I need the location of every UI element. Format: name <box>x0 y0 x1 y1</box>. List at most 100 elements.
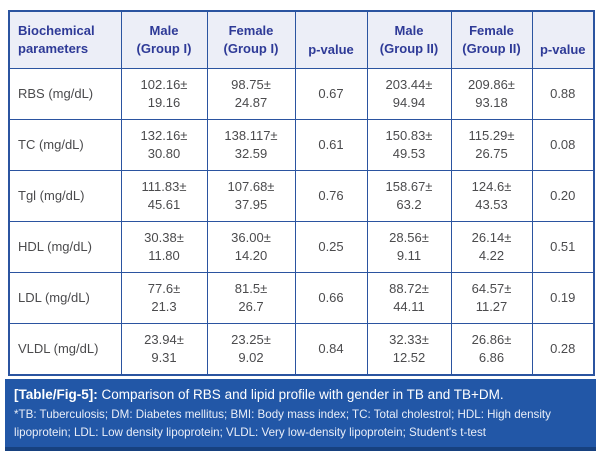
cell-female1: 98.75± 24.87 <box>206 68 296 120</box>
row-label: VLDL (mg/dL) <box>8 323 122 376</box>
mean-value: 111.83± <box>141 178 187 194</box>
cell-pvalue1: 0.61 <box>294 119 368 171</box>
cell-pvalue2: 0.08 <box>531 119 595 171</box>
header-pvalue-group2: p-value <box>531 10 595 69</box>
mean-value: 158.67± <box>385 178 433 194</box>
header-line: Female <box>228 23 274 39</box>
cell-female2: 26.86± 6.86 <box>450 323 533 376</box>
sd-value: 45.61 <box>147 197 181 212</box>
mean-value: 36.00± <box>231 229 271 245</box>
cell-pvalue2: 0.28 <box>531 323 595 376</box>
biochemical-table-figure: Biochemical parameters Male (Group I) Fema… <box>8 10 595 376</box>
header-line: Female <box>469 23 514 39</box>
sd-value: 30.80 <box>147 146 181 161</box>
header-row: Biochemical parameters Male (Group I) Fema… <box>8 10 595 69</box>
cell-pvalue2: 0.88 <box>531 68 595 120</box>
header-line: (Group I) <box>136 41 192 56</box>
cell-male2: 158.67± 63.2 <box>366 170 452 222</box>
mean-value: 28.56± <box>389 229 429 245</box>
cell-pvalue1: 0.25 <box>294 221 368 273</box>
mean-value: 150.83± <box>385 127 433 143</box>
figure-caption: [Table/Fig-5]: Comparison of RBS and lip… <box>14 386 587 404</box>
mean-value: 26.86± <box>471 331 512 347</box>
sd-value: 93.18 <box>475 95 508 110</box>
mean-value: 23.94± <box>144 331 184 347</box>
header-female-group1: Female (Group I) <box>206 10 296 69</box>
mean-value: 23.25± <box>231 331 271 347</box>
mean-value: 209.86± <box>468 76 515 92</box>
header-biochemical-parameters: Biochemical parameters <box>8 10 122 69</box>
mean-value: 102.16± <box>140 76 188 92</box>
sd-value: 94.94 <box>392 95 426 110</box>
table-row-tc: TC (mg/dL) 132.16± 30.80 138.117± 32.59 0.… <box>8 119 595 171</box>
header-male-group2: Male (Group II) <box>366 10 452 69</box>
biochemical-parameters-table: Biochemical parameters Male (Group I) Fema… <box>8 10 595 376</box>
cell-male1: 77.6± 21.3 <box>120 272 208 324</box>
table-row-hdl: HDL (mg/dL) 30.38± 11.80 36.00± 14.20 0.25… <box>8 221 595 273</box>
figure-footnote: *TB: Tuberculosis; DM: Diabetes mellitus… <box>14 408 551 439</box>
table-row-rbs: RBS (mg/dL) 102.16± 19.16 98.75± 24.87 0.6… <box>8 68 595 120</box>
sd-value: 63.2 <box>396 197 422 212</box>
sd-value: 44.11 <box>393 299 425 314</box>
mean-value: 77.6± <box>147 280 181 296</box>
sd-value: 12.52 <box>392 350 426 365</box>
sd-value: 4.22 <box>478 248 505 263</box>
cell-pvalue1: 0.67 <box>294 68 368 120</box>
figure-caption-label: [Table/Fig-5]: <box>14 387 98 402</box>
cell-pvalue2: 0.51 <box>531 221 595 273</box>
sd-value: 24.87 <box>234 95 268 110</box>
figure-footer: [Table/Fig-5]: Comparison of RBS and lip… <box>5 379 596 451</box>
cell-female1: 138.117± 32.59 <box>206 119 296 171</box>
cell-female1: 36.00± 14.20 <box>206 221 296 273</box>
mean-value: 81.5± <box>234 280 268 296</box>
sd-value: 6.86 <box>478 350 505 365</box>
cell-female1: 107.68± 37.95 <box>206 170 296 222</box>
table-row-vldl: VLDL (mg/dL) 23.94± 9.31 23.25± 9.02 0.84 … <box>8 323 595 376</box>
cell-female2: 124.6± 43.53 <box>450 170 533 222</box>
cell-pvalue1: 0.76 <box>294 170 368 222</box>
sd-value: 26.75 <box>475 146 508 161</box>
cell-male1: 23.94± 9.31 <box>120 323 208 376</box>
header-line: p-value <box>308 42 354 58</box>
row-label: RBS (mg/dL) <box>8 68 122 120</box>
sd-value: 14.20 <box>234 248 268 263</box>
cell-pvalue2: 0.20 <box>531 170 595 222</box>
mean-value: 88.72± <box>389 280 429 296</box>
cell-female2: 115.29± 26.75 <box>450 119 533 171</box>
sd-value: 37.95 <box>234 197 268 212</box>
mean-value: 132.16± <box>140 127 188 143</box>
row-label: TC (mg/dL) <box>8 119 122 171</box>
cell-male2: 203.44± 94.94 <box>366 68 452 120</box>
sd-value: 26.7 <box>238 299 264 314</box>
cell-pvalue2: 0.19 <box>531 272 595 324</box>
mean-value: 32.33± <box>389 331 429 347</box>
sd-value: 11.27 <box>475 299 508 314</box>
header-line: Male <box>394 23 424 39</box>
mean-value: 26.14± <box>471 229 512 245</box>
header-line: parameters <box>18 41 89 56</box>
sd-value: 9.11 <box>396 248 422 263</box>
cell-male2: 28.56± 9.11 <box>366 221 452 273</box>
cell-female2: 209.86± 93.18 <box>450 68 533 120</box>
header-pvalue-group1: p-value <box>294 10 368 69</box>
sd-value: 32.59 <box>234 146 268 161</box>
header-male-group1: Male (Group I) <box>120 10 208 69</box>
mean-value: 107.68± <box>227 178 275 194</box>
header-line: (Group II) <box>462 41 521 56</box>
cell-male2: 88.72± 44.11 <box>366 272 452 324</box>
sd-value: 49.53 <box>392 146 426 161</box>
table-header: Biochemical parameters Male (Group I) Fema… <box>8 10 595 69</box>
mean-value: 30.38± <box>144 229 184 245</box>
mean-value: 115.29± <box>468 127 515 143</box>
row-label: LDL (mg/dL) <box>8 272 122 324</box>
sd-value: 11.80 <box>148 248 180 263</box>
sd-value: 43.53 <box>475 197 508 212</box>
cell-female2: 64.57± 11.27 <box>450 272 533 324</box>
cell-male1: 102.16± 19.16 <box>120 68 208 120</box>
cell-male2: 32.33± 12.52 <box>366 323 452 376</box>
row-label: HDL (mg/dL) <box>8 221 122 273</box>
cell-female2: 26.14± 4.22 <box>450 221 533 273</box>
mean-value: 138.117± <box>224 127 278 143</box>
sd-value: 21.3 <box>151 299 177 314</box>
sd-value: 9.31 <box>151 350 177 365</box>
